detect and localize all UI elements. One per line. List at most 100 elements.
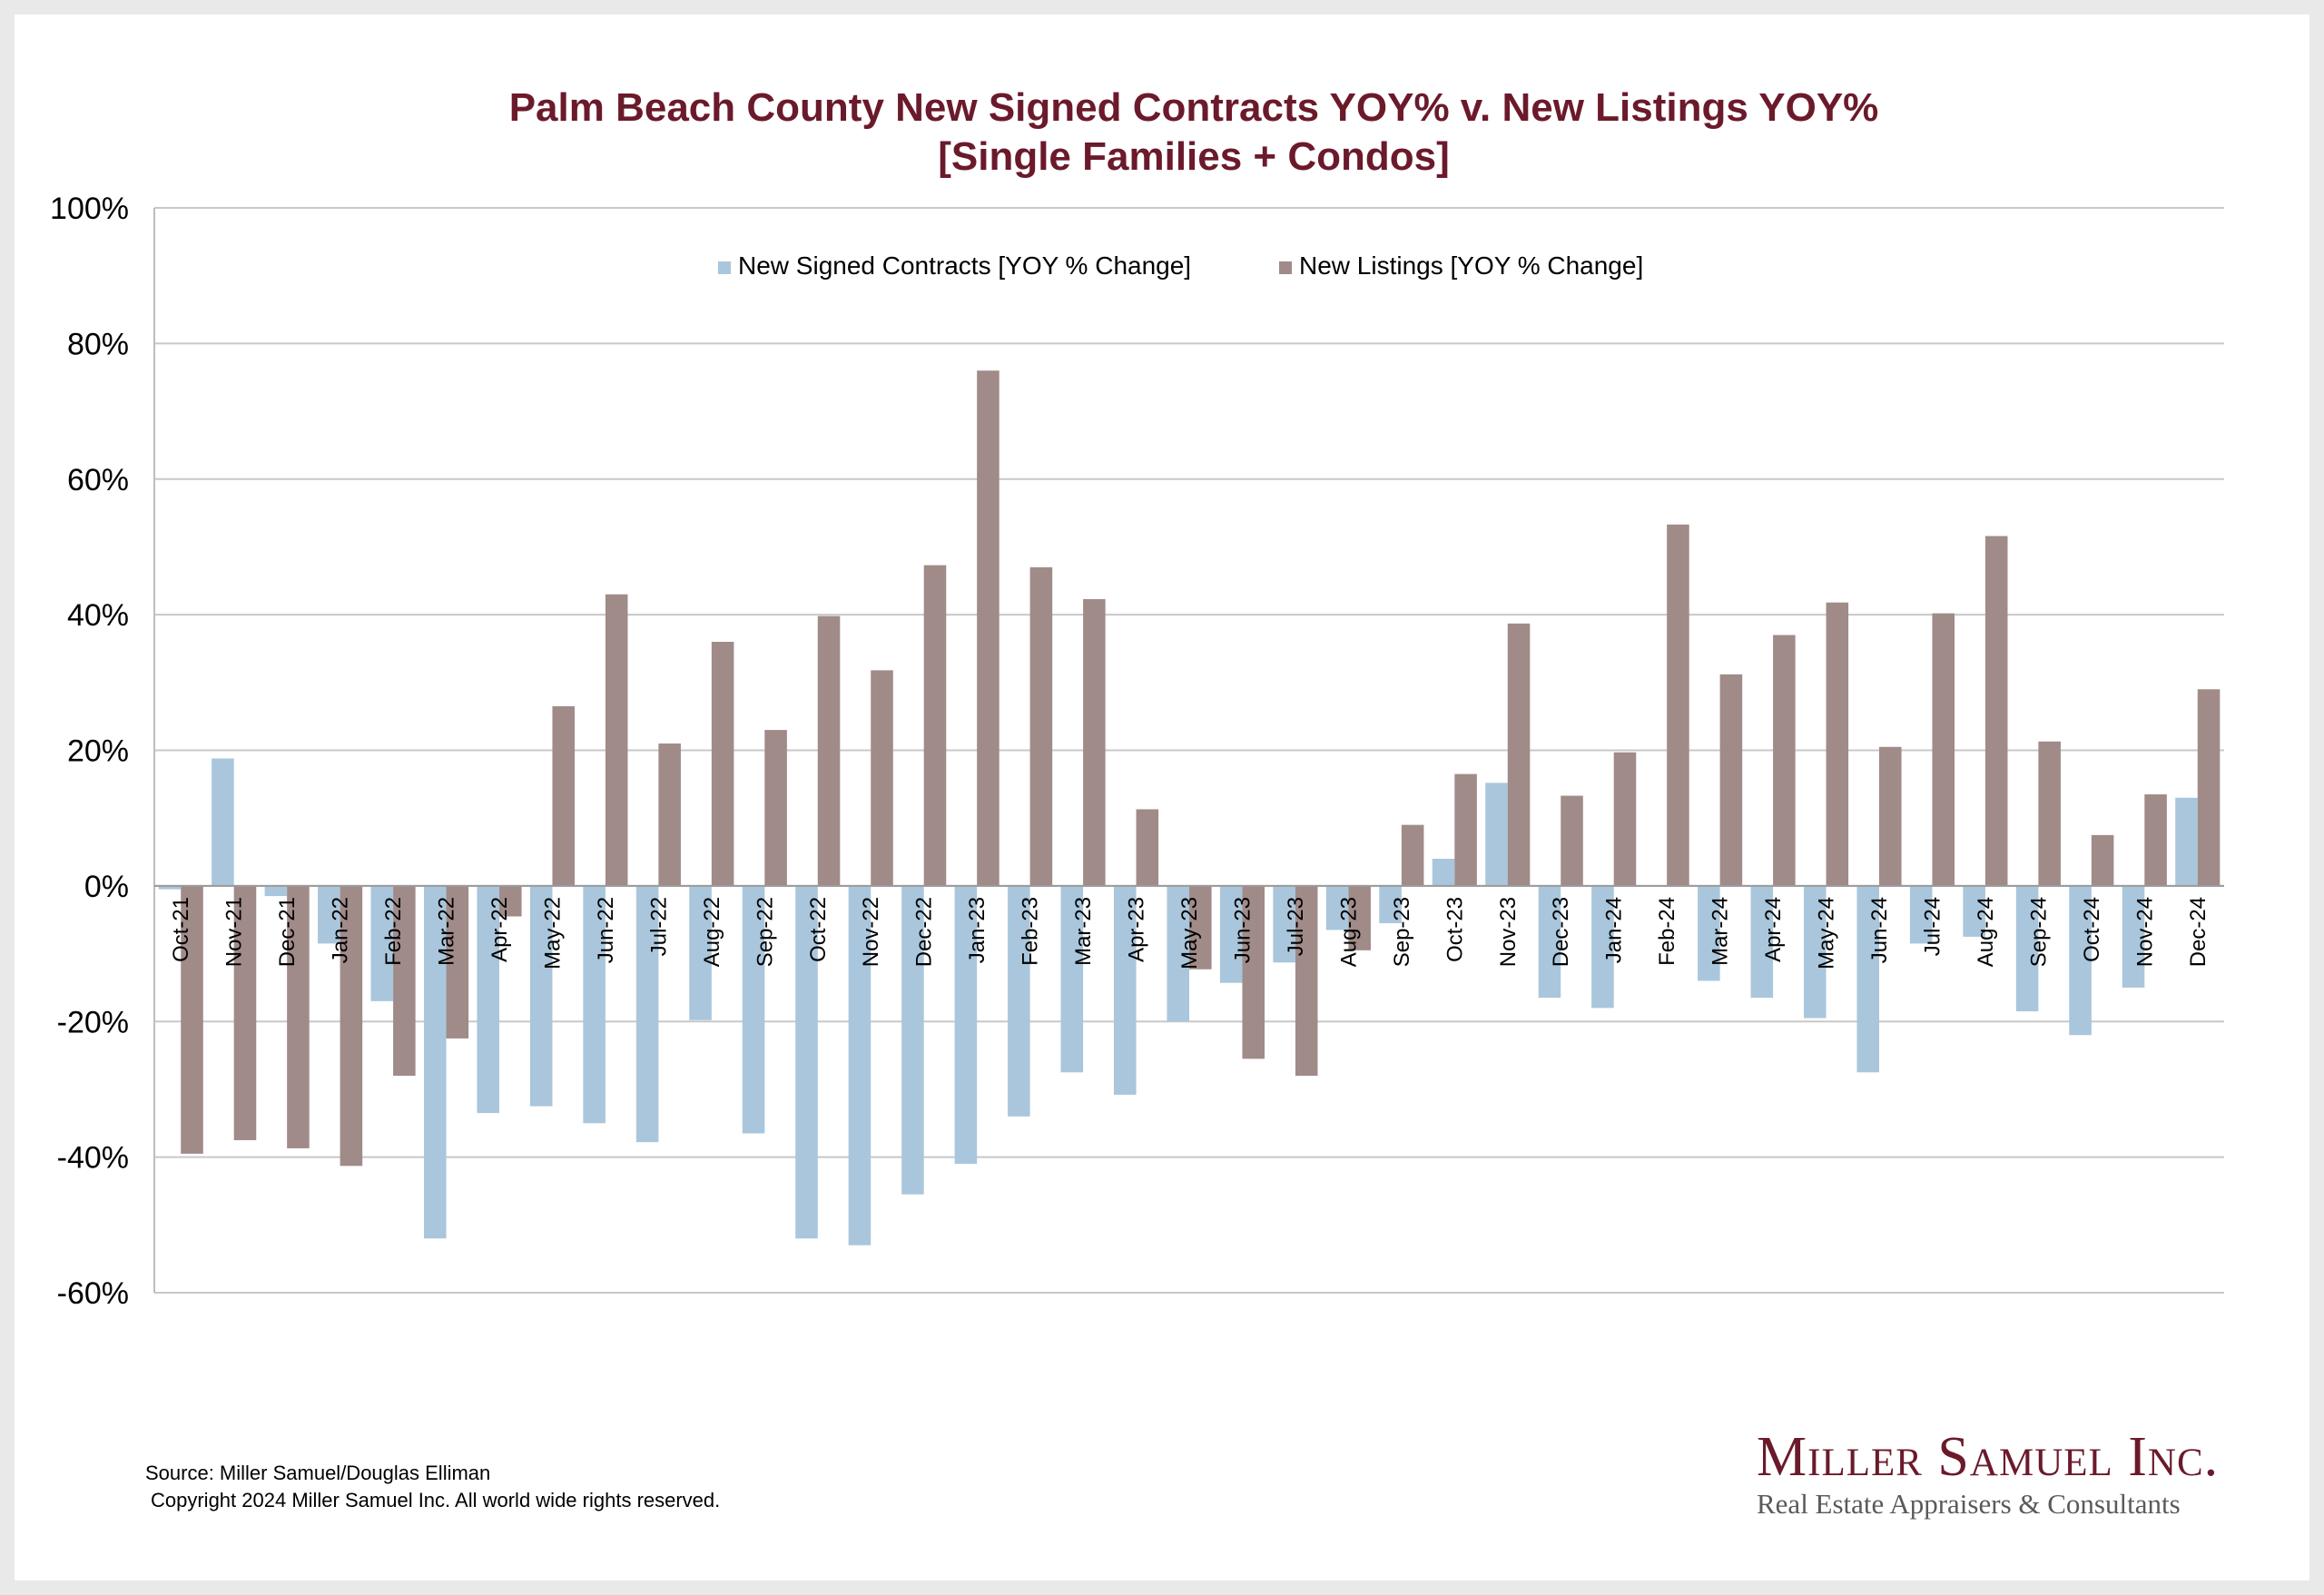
bar [605, 594, 628, 886]
legend-swatch [1279, 261, 1292, 274]
x-tick-label: Dec-21 [275, 897, 300, 967]
bar [393, 885, 416, 1076]
bar [1325, 885, 1349, 930]
bar [446, 885, 469, 1039]
bar [1538, 885, 1561, 999]
x-tick-label: Apr-24 [1761, 897, 1786, 962]
bar [1485, 783, 1508, 886]
x-tick-label: Sep-22 [753, 897, 777, 967]
bar [2144, 794, 2167, 886]
bar [287, 885, 310, 1148]
bar [1167, 885, 1189, 1022]
x-tick-label: Jan-22 [329, 897, 353, 963]
x-tick-label: Dec-22 [912, 897, 937, 967]
bar [1719, 674, 1743, 886]
x-tick-label: Apr-22 [487, 897, 512, 962]
bar [901, 885, 924, 1195]
bar [264, 885, 288, 897]
bar [871, 670, 893, 886]
x-tick-label: Sep-23 [1390, 897, 1414, 967]
bar [1909, 885, 1933, 944]
bar [499, 885, 522, 917]
bar [817, 615, 841, 886]
bar [2069, 885, 2092, 1036]
y-tick-label: 0% [84, 870, 129, 904]
bar [423, 885, 447, 1239]
bar [233, 885, 257, 1140]
bar [711, 642, 734, 886]
x-tick-label: Jun-22 [594, 897, 618, 963]
bar [1932, 613, 1955, 886]
x-tick-label: Apr-23 [1125, 897, 1149, 962]
x-tick-label: Aug-22 [700, 897, 724, 967]
x-tick-label: Nov-24 [2132, 897, 2157, 967]
legend-label: New Listings [YOY % Change] [1299, 251, 1643, 280]
bar [1826, 602, 1849, 886]
x-tick-label: Feb-23 [1019, 897, 1043, 966]
y-tick-label: 80% [67, 327, 129, 361]
logo-tagline: Real Estate Appraisers & Consultants [1757, 1488, 2181, 1520]
bar [1773, 635, 1796, 886]
logo-name: Miller Samuel Inc. [1757, 1426, 2220, 1488]
x-tick-label: Nov-22 [859, 897, 883, 967]
bar [1060, 885, 1084, 1073]
x-tick-label: Jun-23 [1230, 897, 1255, 963]
x-tick-label: Aug-23 [1336, 897, 1361, 967]
x-tick-label: Feb-24 [1655, 897, 1679, 966]
bar [2122, 885, 2145, 988]
bar [1029, 566, 1053, 886]
legend-label: New Signed Contracts [YOY % Change] [738, 251, 1191, 280]
bar [1856, 885, 1879, 1073]
bar [477, 885, 499, 1114]
bar [1667, 524, 1689, 886]
bar [1083, 598, 1106, 886]
bar [742, 885, 765, 1134]
bar [1879, 746, 1902, 886]
bar [1242, 885, 1265, 1059]
chart-title-line2: [Single Families + Condos] [938, 134, 1450, 179]
x-tick-label: Aug-24 [1974, 897, 1998, 967]
source-text: Source: Miller Samuel/Douglas Elliman [145, 1462, 491, 1484]
bar [689, 885, 712, 1020]
bar [764, 730, 787, 886]
bar [370, 885, 394, 1001]
y-tick-label: -60% [57, 1276, 129, 1311]
bar [795, 885, 818, 1239]
bar [658, 743, 681, 886]
x-tick-label: May-24 [1815, 897, 1839, 970]
source-note: Source: Miller Samuel/Douglas Elliman Co… [145, 1460, 720, 1514]
x-tick-label: Jul-23 [1284, 897, 1308, 956]
bar [635, 885, 659, 1143]
bar [181, 885, 203, 1154]
bar [2175, 797, 2198, 886]
bar [2015, 885, 2039, 1012]
bar [2091, 834, 2114, 886]
x-tick-label: Nov-23 [1496, 897, 1521, 967]
x-tick-label: Oct-23 [1443, 897, 1467, 962]
bar [1189, 885, 1212, 970]
y-tick-label: 40% [67, 598, 129, 633]
bar [1432, 859, 1455, 886]
bar [1698, 885, 1720, 981]
x-tick-label: Nov-21 [222, 897, 247, 967]
bar [1591, 885, 1614, 1009]
bar [1750, 885, 1774, 999]
chart-frame [15, 15, 2309, 1580]
x-tick-label: Dec-23 [1549, 897, 1573, 967]
x-tick-label: Jan-24 [1602, 897, 1627, 963]
bar [1984, 536, 2008, 886]
y-tick-label: 20% [67, 734, 129, 769]
legend-swatch [718, 261, 731, 274]
bar [1963, 885, 1985, 937]
bar [1136, 809, 1159, 886]
bar [848, 885, 872, 1245]
bar [1348, 885, 1371, 950]
y-tick-label: 100% [50, 192, 129, 226]
bar [552, 705, 576, 886]
x-tick-label: Mar-24 [1709, 897, 1733, 966]
chart-title-line1: Palm Beach County New Signed Contracts Y… [508, 85, 1879, 130]
bar [212, 758, 234, 886]
chart-title: Palm Beach County New Signed Contracts Y… [0, 84, 2324, 182]
x-tick-label: Oct-24 [2080, 897, 2104, 962]
